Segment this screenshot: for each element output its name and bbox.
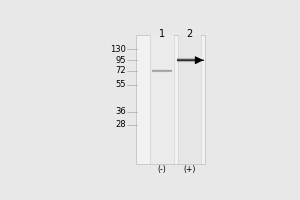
Text: (+): (+): [184, 165, 196, 174]
Text: 1: 1: [159, 29, 165, 39]
Bar: [136, 35, 205, 164]
Bar: [178, 35, 201, 164]
Text: 72: 72: [115, 66, 126, 75]
Text: 55: 55: [115, 80, 126, 89]
Text: 36: 36: [115, 107, 126, 116]
Bar: [150, 35, 173, 164]
Text: 130: 130: [110, 45, 126, 54]
Text: 95: 95: [115, 56, 126, 65]
Text: (-): (-): [158, 165, 166, 174]
Text: 2: 2: [187, 29, 193, 39]
Text: 28: 28: [115, 120, 126, 129]
